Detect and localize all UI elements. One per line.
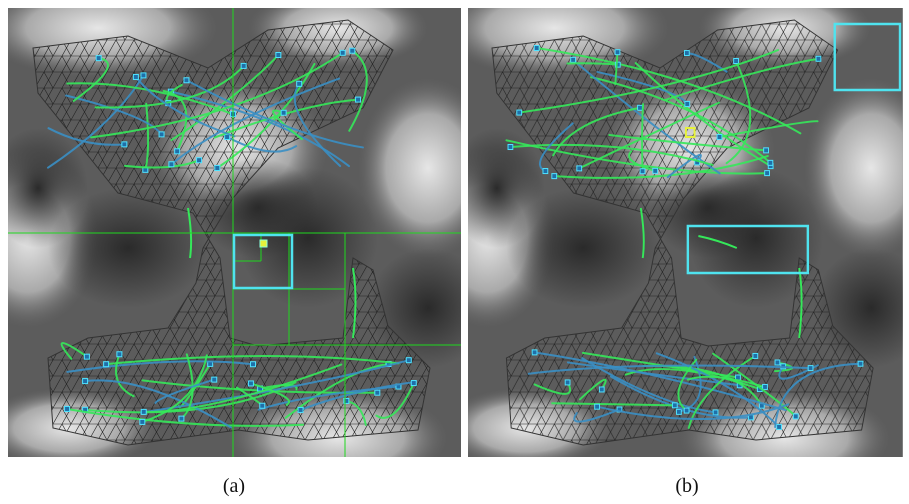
panel-caption: (b) bbox=[675, 475, 698, 497]
agent-marker bbox=[298, 407, 303, 412]
agent-marker bbox=[753, 353, 758, 358]
agent-marker bbox=[175, 149, 180, 154]
agent-marker bbox=[141, 409, 146, 414]
agent-marker bbox=[764, 148, 769, 153]
agent-marker bbox=[672, 403, 677, 408]
terrain bbox=[420, 0, 909, 488]
panel-a bbox=[0, 0, 498, 488]
agent-marker bbox=[765, 171, 770, 176]
agent-marker bbox=[552, 174, 557, 179]
agent-marker bbox=[768, 160, 773, 165]
agent-marker bbox=[717, 134, 722, 139]
agent-marker bbox=[260, 403, 265, 408]
agent-marker bbox=[638, 105, 643, 110]
agent-marker bbox=[276, 53, 281, 58]
agent-marker bbox=[84, 354, 89, 359]
agent-marker bbox=[122, 142, 127, 147]
agent-marker bbox=[356, 97, 361, 102]
agent-marker bbox=[599, 387, 604, 392]
agent-marker bbox=[640, 169, 645, 174]
agent-marker bbox=[133, 74, 138, 79]
agent-marker bbox=[65, 406, 70, 411]
agent-marker bbox=[104, 362, 109, 367]
agent-marker bbox=[615, 50, 620, 55]
figure: (a) (b) bbox=[0, 0, 909, 504]
terrain bbox=[0, 0, 498, 488]
agent-marker bbox=[215, 166, 220, 171]
agent-marker bbox=[565, 380, 570, 385]
panel-b bbox=[420, 0, 909, 488]
agent-marker bbox=[179, 416, 184, 421]
agent-marker bbox=[775, 360, 780, 365]
agent-marker bbox=[117, 352, 122, 357]
agent-marker bbox=[543, 169, 548, 174]
agent-marker bbox=[684, 408, 689, 413]
agent-marker bbox=[777, 424, 782, 429]
agent-marker bbox=[297, 81, 302, 86]
agent-marker bbox=[816, 56, 821, 61]
agent-marker bbox=[140, 419, 145, 424]
page: (a) (b) (() => { const data = JSON.parse… bbox=[0, 0, 909, 504]
agent-marker bbox=[858, 361, 863, 366]
agent-marker bbox=[340, 50, 345, 55]
agent-marker bbox=[595, 404, 600, 409]
agent-marker bbox=[577, 166, 582, 171]
agent-marker bbox=[808, 366, 813, 371]
agent-marker bbox=[212, 377, 217, 382]
agent-marker bbox=[96, 56, 101, 61]
agent-marker bbox=[197, 158, 202, 163]
agent-marker bbox=[508, 145, 513, 150]
agent-marker bbox=[677, 409, 682, 414]
agent-marker bbox=[793, 414, 798, 419]
agent-marker bbox=[571, 57, 576, 62]
agent-marker bbox=[684, 51, 689, 56]
agent-marker bbox=[532, 350, 537, 355]
agent-marker bbox=[375, 390, 380, 395]
agent-marker bbox=[141, 73, 146, 78]
agent-marker bbox=[763, 384, 768, 389]
agent-marker bbox=[169, 162, 174, 167]
agent-marker bbox=[251, 362, 256, 367]
agent-marker bbox=[653, 168, 658, 173]
agent-marker bbox=[241, 63, 246, 68]
agent-marker bbox=[159, 132, 164, 137]
agent-marker bbox=[411, 381, 416, 386]
agent-marker bbox=[685, 101, 690, 106]
agent-marker bbox=[83, 379, 88, 384]
agent-marker bbox=[406, 358, 411, 363]
agent-marker bbox=[248, 381, 253, 386]
agent-marker bbox=[713, 410, 718, 415]
panel-caption: (a) bbox=[223, 475, 245, 497]
agent-marker bbox=[734, 59, 739, 64]
agent-marker bbox=[350, 48, 355, 53]
agent-marker bbox=[517, 110, 522, 115]
agent-marker bbox=[281, 110, 286, 115]
selected-agent bbox=[260, 240, 267, 247]
agent-marker bbox=[184, 78, 189, 83]
agent-marker bbox=[534, 46, 539, 51]
